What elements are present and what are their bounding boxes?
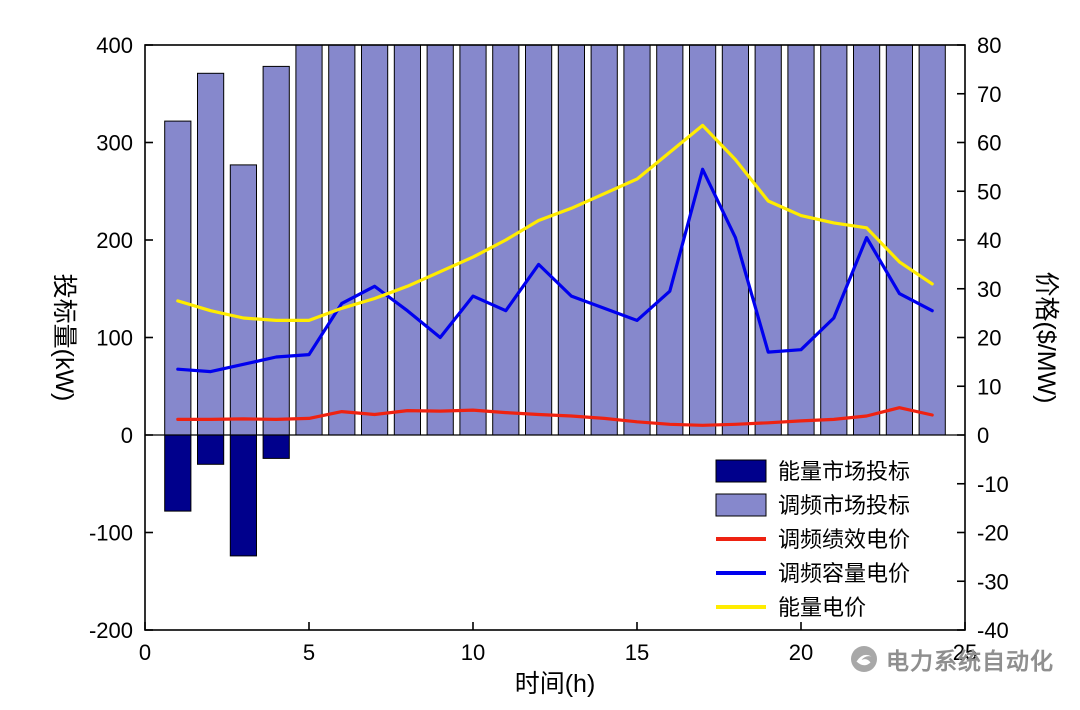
legend-entry-energy-market-bid: 能量市场投标 (715, 459, 910, 484)
ytick-label-right: 10 (977, 374, 1001, 399)
xtick-label: 5 (303, 640, 315, 665)
ytick-label-left: 400 (96, 33, 133, 58)
bar-regulation-market-bid (459, 44, 487, 436)
bar-regulation-market-bid (656, 44, 684, 436)
bar-regulation-market-bid (328, 44, 356, 436)
ytick-label-right: 60 (977, 131, 1001, 156)
ytick-label-left: 200 (96, 228, 133, 253)
ytick-label-right: 30 (977, 277, 1001, 302)
bar-regulation-market-bid (918, 44, 946, 436)
ytick-label-left: 100 (96, 326, 133, 351)
bar-regulation-market-bid (787, 44, 815, 436)
legend-entry-energy-price: 能量电价 (716, 595, 866, 620)
line-series-regulation-performance-price (176, 406, 934, 427)
xtick-label: 0 (139, 640, 151, 665)
bar-regulation-market-bid (426, 44, 454, 436)
ytick-label-left: 0 (121, 423, 133, 448)
bar-regulation-market-bid (361, 44, 389, 436)
line-series-regulation-capacity-price (176, 167, 934, 374)
x-axis-label: 时间(h) (515, 670, 596, 698)
xtick-label: 15 (625, 640, 649, 665)
bar-energy-market-bid (262, 434, 290, 459)
legend-label-regulation-capacity-price: 调频容量电价 (778, 561, 910, 586)
y-axis-label-right: 价格($/MW) (1032, 272, 1060, 404)
bar-regulation-market-bid (885, 44, 913, 436)
bar-regulation-market-bid (164, 120, 192, 436)
bar-regulation-market-bid (689, 44, 717, 436)
ytick-label-right: -30 (977, 569, 1009, 594)
y-axis-label-left: 投标量(kW) (50, 274, 78, 402)
bar-regulation-market-bid (229, 164, 258, 436)
ytick-label-right: 0 (977, 423, 989, 448)
legend-entry-regulation-market-bid: 调频市场投标 (715, 493, 910, 518)
legend-swatch-energy-market-bid (715, 459, 767, 483)
legend-entry-regulation-performance-price: 调频绩效电价 (716, 527, 910, 552)
ytick-label-right: -40 (977, 618, 1009, 643)
legend-label-energy-price: 能量电价 (778, 595, 866, 620)
bar-regulation-market-bid (820, 44, 848, 436)
ytick-label-right: 40 (977, 228, 1001, 253)
xtick-label: 20 (789, 640, 813, 665)
line-series-energy-price (176, 123, 934, 322)
bar-regulation-market-bid (197, 72, 225, 436)
legend-swatch-regulation-market-bid (715, 493, 767, 517)
bar-regulation-market-bid (590, 44, 618, 436)
bar-regulation-market-bid (754, 44, 782, 436)
bar-regulation-market-bid (557, 44, 585, 436)
bar-energy-market-bid (197, 434, 225, 465)
ytick-label-right: -10 (977, 472, 1009, 497)
bar-regulation-market-bid (525, 44, 553, 436)
ytick-label-right: 20 (977, 326, 1001, 351)
ytick-label-right: 70 (977, 82, 1001, 107)
xtick-label: 25 (953, 640, 977, 665)
bar-energy-market-bid (229, 434, 258, 557)
xtick-label: 10 (461, 640, 485, 665)
bar-regulation-market-bid (393, 44, 421, 436)
legend-label-regulation-performance-price: 调频绩效电价 (778, 527, 910, 552)
legend-entry-regulation-capacity-price: 调频容量电价 (716, 561, 910, 586)
bar-regulation-market-bid (262, 65, 290, 436)
legend-label-energy-market-bid: 能量市场投标 (778, 459, 910, 484)
bar-energy-market-bid (164, 434, 192, 512)
bar-regulation-market-bid (623, 44, 651, 436)
ytick-label-right: 80 (977, 33, 1001, 58)
ytick-label-left: 300 (96, 131, 133, 156)
bar-series-energy-market-bid (164, 434, 290, 557)
ytick-label-left: -100 (89, 521, 133, 546)
legend-label-regulation-market-bid: 调频市场投标 (778, 493, 910, 518)
ytick-label-right: 50 (977, 179, 1001, 204)
bar-series-regulation-market-bid (164, 44, 946, 436)
bar-regulation-market-bid (295, 44, 323, 436)
ytick-label-right: -20 (977, 521, 1009, 546)
ytick-label-left: -200 (89, 618, 133, 643)
